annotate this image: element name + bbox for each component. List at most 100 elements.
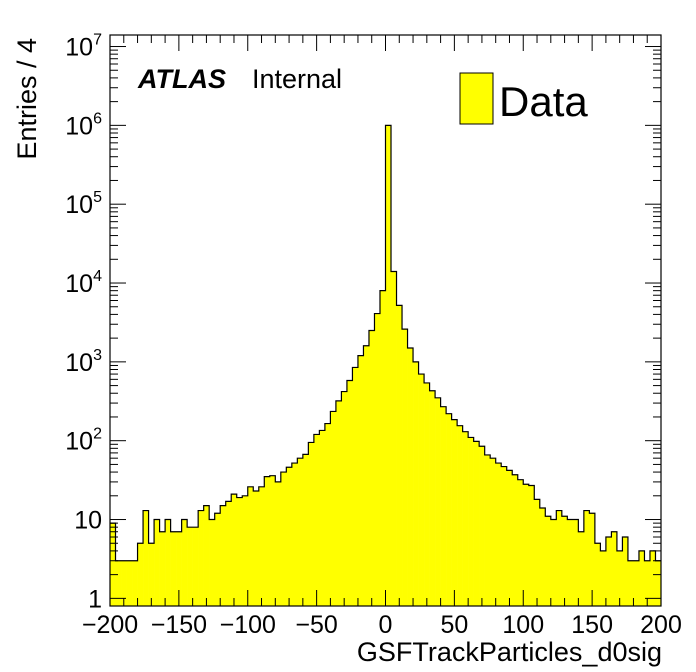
x-tick-label: 0 [379,611,393,639]
histogram-bin [479,446,485,606]
histogram-bin [302,454,309,606]
histogram-bin [572,519,579,606]
histogram-bin [391,271,397,606]
histogram-bin [121,560,127,606]
histogram-bin [589,513,596,606]
histogram-bin [280,472,287,606]
histogram-bin [319,430,326,606]
histogram-bin [368,330,375,606]
histogram-bin [644,560,651,606]
x-tick-label: 150 [571,611,613,639]
histogram-bars [110,124,662,606]
x-tick-label: −150 [151,611,207,639]
histogram-bin [357,355,364,606]
histogram-bin [462,431,469,606]
histogram-bin [374,313,381,606]
histogram-bin [506,470,513,606]
legend-swatch-data [459,72,494,125]
histogram-bin [170,531,177,606]
x-tick-label: 100 [502,611,544,639]
histogram-bin [484,454,491,606]
histogram-bin [528,485,535,606]
histogram-bin [517,479,524,606]
legend-label-data: Data [499,78,588,125]
histogram-bin [556,510,563,606]
histogram-bin [330,411,337,606]
histogram-bin [567,519,574,606]
histogram-bin [165,519,171,606]
histogram-bin [148,543,155,606]
histogram-bin [402,329,408,606]
histogram-bin [649,550,656,606]
histogram-bin [424,382,430,606]
histogram-bin [264,476,271,606]
x-axis-label: GSFTrackParticles_d0sig [357,637,662,667]
histogram-bin [523,484,530,606]
histogram-bin [594,543,601,606]
histogram-bin [225,501,232,606]
histogram-bin [385,125,392,606]
histogram-bin [198,510,204,606]
x-tick-label: 50 [440,611,468,639]
histogram-bin [181,519,188,606]
histogram-bin [512,474,519,606]
histogram-bin [379,290,386,606]
y-tick-label: 107 [65,32,102,62]
histogram-bin [187,527,193,606]
histogram-bin [539,508,546,606]
y-tick-label: 106 [65,110,102,140]
x-tick-label: −200 [82,611,138,639]
histogram-bin [313,434,320,606]
histogram-bin [578,531,585,606]
histogram-bin [176,531,182,606]
histogram-bin [346,380,353,606]
histogram-bin [236,497,243,606]
histogram-bin [413,361,419,606]
histogram-bin [297,458,304,606]
histogram-bin [352,367,359,606]
histogram-bin [159,531,166,606]
histogram-bin [638,550,645,606]
histogram-bin [605,537,612,606]
histogram-bin [143,510,149,606]
axes: −200 −150 −100 −50 0 50 100 150 200 1 10 102 103 104 1… [65,32,682,639]
histogram-bin [203,505,210,606]
histogram-bin [446,413,452,606]
y-tick-label: 1 [88,585,102,613]
histogram-bin [341,391,348,606]
histogram-bin [396,305,403,606]
histogram-bin [115,560,122,606]
histogram-bin [633,560,640,606]
atlas-label: ATLAS [137,64,226,94]
y-axis-label: Entries / 4 [12,38,42,160]
histogram-bin [534,499,541,606]
histogram-bin [308,442,315,606]
x-tick-label: −50 [295,611,337,639]
histogram-bin [335,400,342,606]
histogram-bin [468,437,474,606]
histogram-bin [622,537,629,606]
histogram-bin [253,491,260,606]
y-tick-label: 103 [65,347,102,377]
histogram-bin [473,441,480,606]
histogram-bin [269,475,276,606]
histogram-bin [286,467,293,606]
histogram-bin [501,466,508,606]
histogram-bin [616,550,623,606]
histogram-bin [126,560,133,606]
atlas-status-label: Internal [252,64,342,94]
histogram-bin [132,560,138,606]
histogram-bin [275,481,282,606]
y-tick-label: 102 [65,426,102,456]
histogram-bin [627,560,634,606]
histogram-bin [655,560,662,606]
histogram-bin [545,516,552,606]
y-tick-label: 105 [65,189,102,219]
histogram-bin [363,345,370,606]
histogram-bin [214,513,221,606]
histogram-bin [247,486,254,606]
histogram-bin [291,463,298,606]
histogram-bin [561,516,568,606]
histogram-outline [110,124,661,562]
